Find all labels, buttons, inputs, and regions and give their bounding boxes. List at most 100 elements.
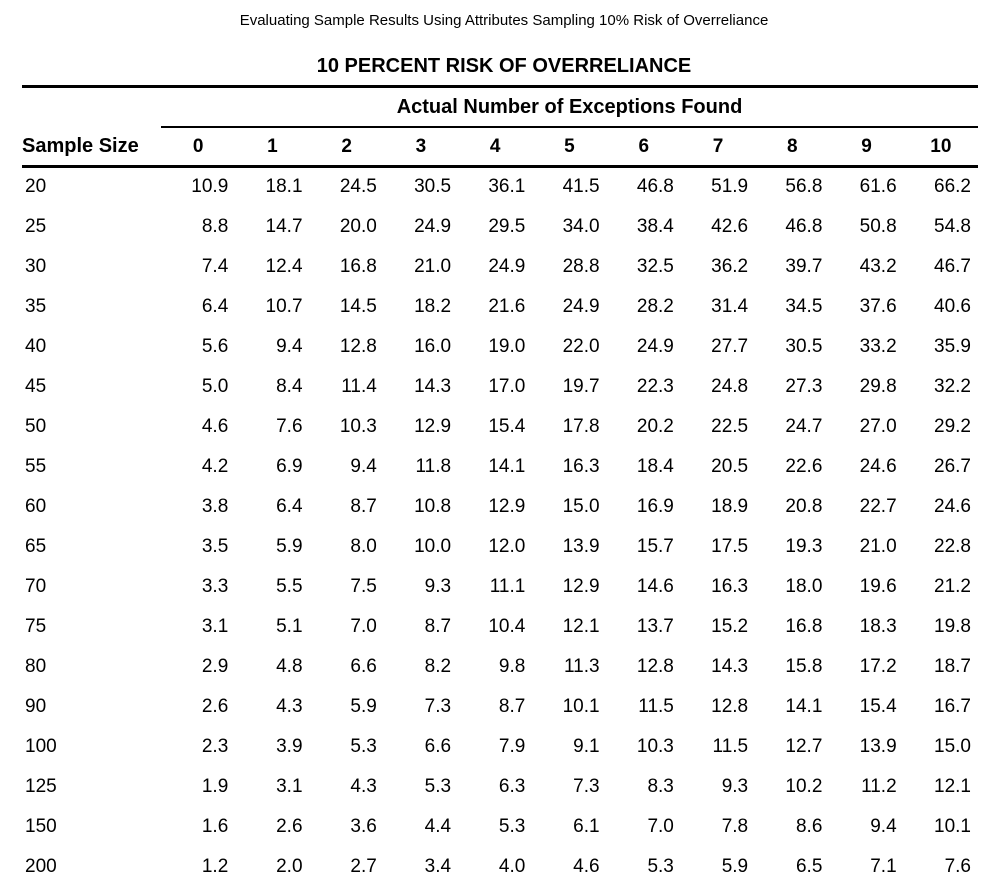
upper-limit-value: 6.6: [424, 735, 452, 757]
upper-limit-value: 8.4: [276, 375, 303, 397]
upper-limit-value: 66.2: [934, 176, 971, 198]
upper-limit-value: 4.2: [201, 455, 229, 477]
upper-limit-value: 24.6: [859, 455, 897, 477]
upper-limit-value: 24.9: [636, 335, 674, 357]
upper-limit-value: 4.3: [276, 695, 303, 717]
upper-limit-value: 12.1: [934, 775, 971, 797]
upper-limit-value: 15.4: [488, 415, 526, 437]
upper-limit-value: 2.9: [201, 655, 229, 677]
table-row: 100 2.3 3.9 5.3 6.6 7.9 9.1 10.3 11.5 12.7 13.9 15.…: [22, 727, 978, 767]
upper-limit-value: 39.7: [785, 255, 823, 277]
upper-limit-value: 30.5: [785, 335, 823, 357]
upper-limit-value: 6.4: [201, 295, 229, 317]
table-heading: 10 PERCENT RISK OF OVERRELIANCE: [316, 55, 692, 77]
upper-limit-value: 2.0: [276, 855, 303, 877]
upper-limit-value: 10.1: [934, 815, 971, 837]
upper-limit-value: 34.0: [562, 215, 600, 237]
sample-size-value: 200: [25, 855, 57, 877]
upper-limit-value: 17.8: [562, 415, 600, 437]
upper-limit-value: 2.6: [201, 695, 229, 717]
exception-count-header: 1: [235, 127, 310, 168]
upper-limit-value: 3.6: [350, 815, 377, 837]
upper-limit-value: 20.5: [711, 455, 749, 477]
upper-limit-value: 3.4: [424, 855, 452, 877]
sample-size-value: 30: [25, 255, 47, 277]
exception-count-header: 0: [161, 127, 236, 168]
upper-limit-value: 5.3: [498, 815, 526, 837]
upper-limit-value: 17.2: [859, 655, 897, 677]
upper-limit-value: 5.9: [721, 855, 749, 877]
upper-limit-value: 27.3: [785, 375, 823, 397]
upper-limit-value: 3.9: [276, 735, 303, 757]
upper-limit-value: 1.6: [201, 815, 229, 837]
upper-limit-value: 31.4: [711, 295, 749, 317]
upper-limit-value: 7.1: [870, 855, 897, 877]
sample-size-value: 45: [25, 375, 47, 397]
upper-limit-value: 12.0: [488, 535, 526, 557]
upper-limit-value: 16.3: [562, 455, 600, 477]
risk-of-overreliance-table: Actual Number of Exceptions Found Sample…: [22, 85, 978, 887]
upper-limit-value: 12.4: [265, 255, 303, 277]
upper-limit-value: 6.5: [795, 855, 823, 877]
corner-cell: [22, 87, 161, 128]
sample-size-value: 50: [25, 415, 47, 437]
table-row: 70 3.3 5.5 7.5 9.3 11.1 12.9 14.6 16.3 18.0 19.6 21…: [22, 567, 978, 607]
upper-limit-value: 12.1: [562, 615, 600, 637]
upper-limit-value: 14.3: [414, 375, 452, 397]
exception-count-header: 4: [458, 127, 533, 168]
upper-limit-value: 5.9: [276, 535, 303, 557]
upper-limit-value: 22.7: [859, 495, 897, 517]
upper-limit-value: 12.9: [414, 415, 452, 437]
upper-limit-value: 36.2: [711, 255, 749, 277]
table-row: 200 1.2 2.0 2.7 3.4 4.0 4.6 5.3 5.9 6.5 7.1 7.6: [22, 847, 978, 887]
upper-limit-value: 9.4: [350, 455, 377, 477]
upper-limit-value: 18.7: [934, 655, 971, 677]
upper-limit-value: 24.9: [414, 215, 452, 237]
upper-limit-value: 4.8: [276, 655, 303, 677]
upper-limit-value: 10.3: [339, 415, 377, 437]
sample-size-value: 20: [25, 176, 47, 198]
table-row: 80 2.9 4.8 6.6 8.2 9.8 11.3 12.8 14.3 15.8 17.2 18.…: [22, 647, 978, 687]
upper-limit-value: 3.8: [201, 495, 229, 517]
upper-limit-value: 8.8: [201, 215, 229, 237]
exception-count-header: 8: [755, 127, 830, 168]
upper-limit-value: 9.8: [498, 655, 526, 677]
upper-limit-value: 22.3: [636, 375, 674, 397]
upper-limit-value: 12.8: [636, 655, 674, 677]
upper-limit-value: 7.6: [944, 855, 971, 877]
upper-limit-value: 15.2: [711, 615, 749, 637]
upper-limit-value: 3.3: [201, 575, 229, 597]
upper-limit-value: 8.0: [350, 535, 377, 557]
upper-limit-value: 21.0: [414, 255, 452, 277]
upper-limit-value: 12.7: [785, 735, 823, 757]
upper-limit-value: 1.2: [201, 855, 229, 877]
upper-limit-value: 34.5: [785, 295, 823, 317]
upper-limit-value: 12.8: [711, 695, 749, 717]
exception-count-header: 2: [309, 127, 384, 168]
upper-limit-value: 46.7: [934, 255, 971, 277]
sample-size-value: 70: [25, 575, 47, 597]
upper-limit-value: 30.5: [414, 176, 452, 198]
upper-limit-value: 8.7: [424, 615, 452, 637]
sample-size-value: 40: [25, 335, 47, 357]
upper-limit-value: 5.3: [647, 855, 674, 877]
upper-limit-value: 56.8: [785, 176, 823, 198]
upper-limit-value: 46.8: [785, 215, 823, 237]
upper-limit-value: 12.9: [488, 495, 526, 517]
upper-limit-value: 2.7: [350, 855, 377, 877]
upper-limit-value: 13.9: [562, 535, 600, 557]
table-row: 60 3.8 6.4 8.7 10.8 12.9 15.0 16.9 18.9 20.8 22.7 2…: [22, 487, 978, 527]
upper-limit-value: 10.7: [265, 295, 303, 317]
exception-count-header: 5: [532, 127, 607, 168]
upper-limit-value: 9.3: [721, 775, 749, 797]
upper-limit-value: 50.8: [859, 215, 897, 237]
upper-limit-value: 5.3: [350, 735, 377, 757]
upper-limit-value: 4.6: [201, 415, 229, 437]
upper-limit-value: 6.6: [350, 655, 377, 677]
upper-limit-value: 14.6: [636, 575, 674, 597]
upper-limit-value: 15.4: [859, 695, 897, 717]
upper-limit-value: 10.3: [636, 735, 674, 757]
upper-limit-value: 17.5: [711, 535, 749, 557]
upper-limit-value: 16.7: [934, 695, 971, 717]
upper-limit-value: 24.9: [562, 295, 600, 317]
